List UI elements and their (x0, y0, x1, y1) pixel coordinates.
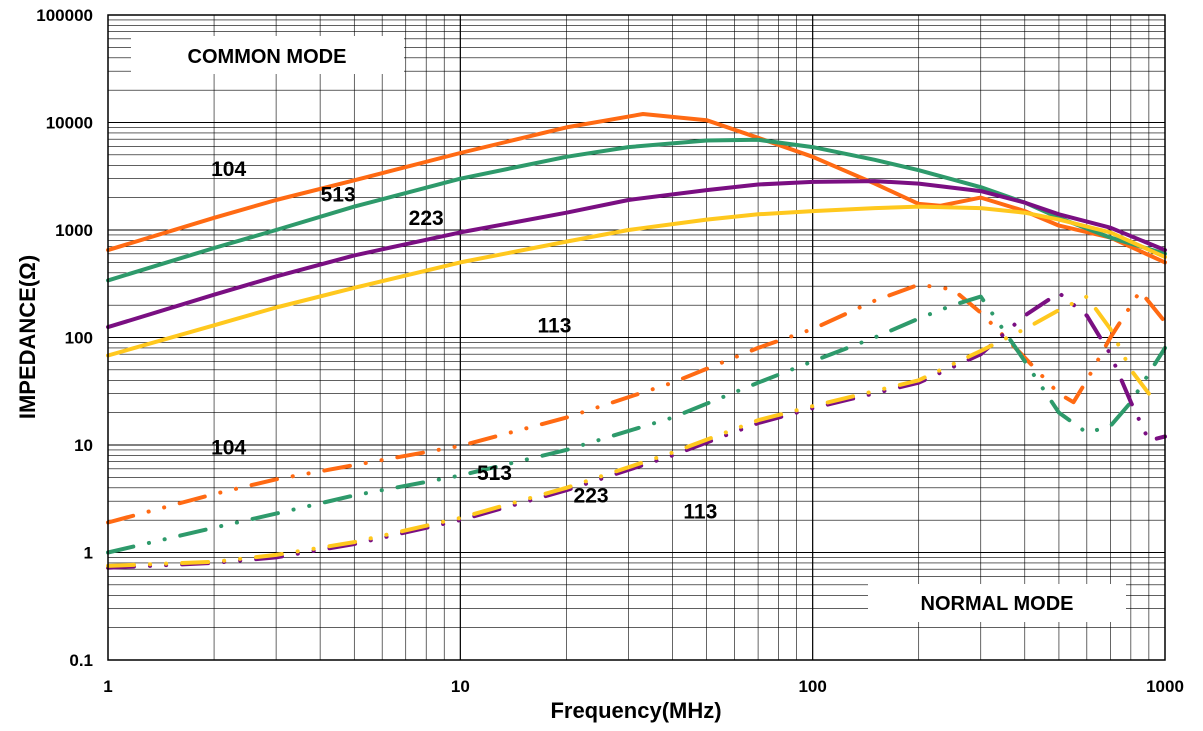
tick-labels: 1 10 100 1000 0.1 1 10 100 1000 10000 100000 (36, 6, 1184, 696)
series-normal-113 (106, 294, 1151, 568)
plot-frame (107, 14, 1166, 661)
series-annotation: 513 (321, 183, 356, 206)
common-mode-label-box (131, 36, 404, 74)
series-annotation: 104 (211, 158, 246, 181)
y-tick-label: 0.1 (69, 651, 93, 670)
series-normal-513 (106, 294, 1167, 555)
x-tick-label: 100 (798, 677, 826, 696)
x-tick-label: 10 (451, 677, 470, 696)
x-tick-label: 1000 (1146, 677, 1184, 696)
series-annotations: 104 513 223 113 104 513 223 113 (211, 158, 717, 524)
normal-mode-label: NORMAL MODE (868, 584, 1126, 622)
y-axis-title: IMPEDANCE(Ω) (15, 255, 40, 419)
series-annotation: 513 (477, 462, 512, 485)
series-normal-104 (106, 282, 1167, 525)
y-tick-label: 1000 (55, 221, 93, 240)
series-annotation: 223 (409, 207, 444, 230)
series-annotation: 104 (211, 436, 246, 459)
y-tick-label: 10000 (46, 114, 93, 133)
y-tick-label: 10 (74, 436, 93, 455)
series-annotation: 113 (538, 314, 572, 337)
x-tick-label: 1 (103, 677, 112, 696)
series-common-223 (106, 179, 1167, 330)
series-annotation: 113 (683, 501, 717, 524)
common-mode-label: COMMON MODE (131, 36, 404, 74)
common-mode-label-text: COMMON MODE (188, 46, 347, 68)
y-tick-label: 100000 (36, 6, 93, 25)
normal-mode-label-text: NORMAL MODE (921, 593, 1074, 615)
series-group (106, 112, 1167, 570)
normal-mode-label-box (868, 584, 1126, 622)
series-common-113 (106, 204, 1167, 358)
y-tick-label: 1 (84, 544, 93, 563)
series-annotation: 223 (574, 484, 609, 507)
y-tick-label: 100 (65, 329, 93, 348)
x-axis-title: Frequency(MHz) (550, 698, 721, 723)
